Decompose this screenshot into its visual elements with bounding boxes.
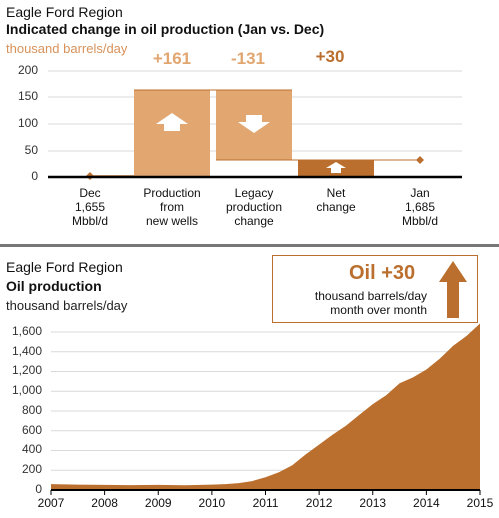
bottom-ytick: 1,600 (11, 323, 42, 338)
bottom-ytick: 1,000 (11, 383, 42, 398)
bottom-xtick: 2012 (305, 496, 333, 510)
up-arrow-icon (156, 113, 188, 131)
bottom-xtick: 2007 (37, 496, 65, 510)
bottom-ytick: 200 (21, 462, 42, 477)
callout-line2: month over month (330, 303, 427, 317)
bottom-xtick: 2015 (466, 496, 494, 510)
callout-box: Oil +30 thousand barrels/day month over … (272, 255, 478, 323)
bottom-xtick: 2010 (198, 496, 226, 510)
bottom-ytick: 600 (21, 422, 42, 437)
top-xcat-jan: Jan 1,685 Mbbl/d (401, 186, 439, 228)
bottom-ytick: 800 (21, 402, 42, 417)
bottom-chart-title: Oil production (6, 278, 102, 294)
bottom-xtick: 2008 (91, 496, 118, 510)
top-xcat-dec: Dec 1,655 Mbbl/d (71, 186, 109, 228)
top-chart-title: Indicated change in oil production (Jan … (6, 21, 325, 37)
callout-line1: thousand barrels/day (314, 289, 427, 303)
bottom-ytick: 1,200 (11, 363, 42, 378)
top-xcat-legacy: Legacy production change (225, 186, 283, 228)
bottom-unit-label: thousand barrels/day (6, 298, 128, 313)
jan-marker (416, 156, 424, 164)
top-xcat-production: Production from new wells (143, 186, 201, 228)
up-arrow-icon (439, 261, 467, 318)
bottom-ytick: 1,400 (11, 343, 42, 358)
top-unit-label: thousand barrels/day (6, 41, 128, 56)
up-arrow-icon (326, 162, 346, 173)
value-label-net: +30 (315, 47, 345, 66)
callout-value: Oil +30 (349, 262, 416, 284)
top-ytick-100: 100 (17, 116, 38, 130)
value-label-legacy: -131 (230, 49, 266, 68)
bottom-xtick: 2013 (359, 496, 387, 510)
top-ytick-50: 50 (24, 143, 38, 157)
top-ytick-200: 200 (17, 63, 38, 77)
value-label-production: +161 (152, 49, 192, 68)
bottom-region-label: Eagle Ford Region (6, 259, 123, 275)
top-region-label: Eagle Ford Region (6, 4, 123, 20)
bottom-ytick: 400 (21, 442, 42, 457)
top-xcat-net: Net change (316, 186, 356, 214)
top-ytick-150: 150 (17, 89, 38, 103)
section-divider (0, 244, 499, 247)
bottom-xtick: 2011 (252, 496, 279, 510)
bottom-xtick: 2014 (413, 496, 440, 510)
top-ytick-0: 0 (31, 169, 38, 183)
bottom-ytick: 0 (35, 482, 42, 496)
bar-production-new-wells (134, 90, 210, 177)
top-waterfall-chart (48, 70, 462, 180)
down-arrow-icon (238, 115, 270, 133)
area-series-oil-production (51, 323, 480, 490)
bottom-xtick: 2009 (144, 496, 172, 510)
